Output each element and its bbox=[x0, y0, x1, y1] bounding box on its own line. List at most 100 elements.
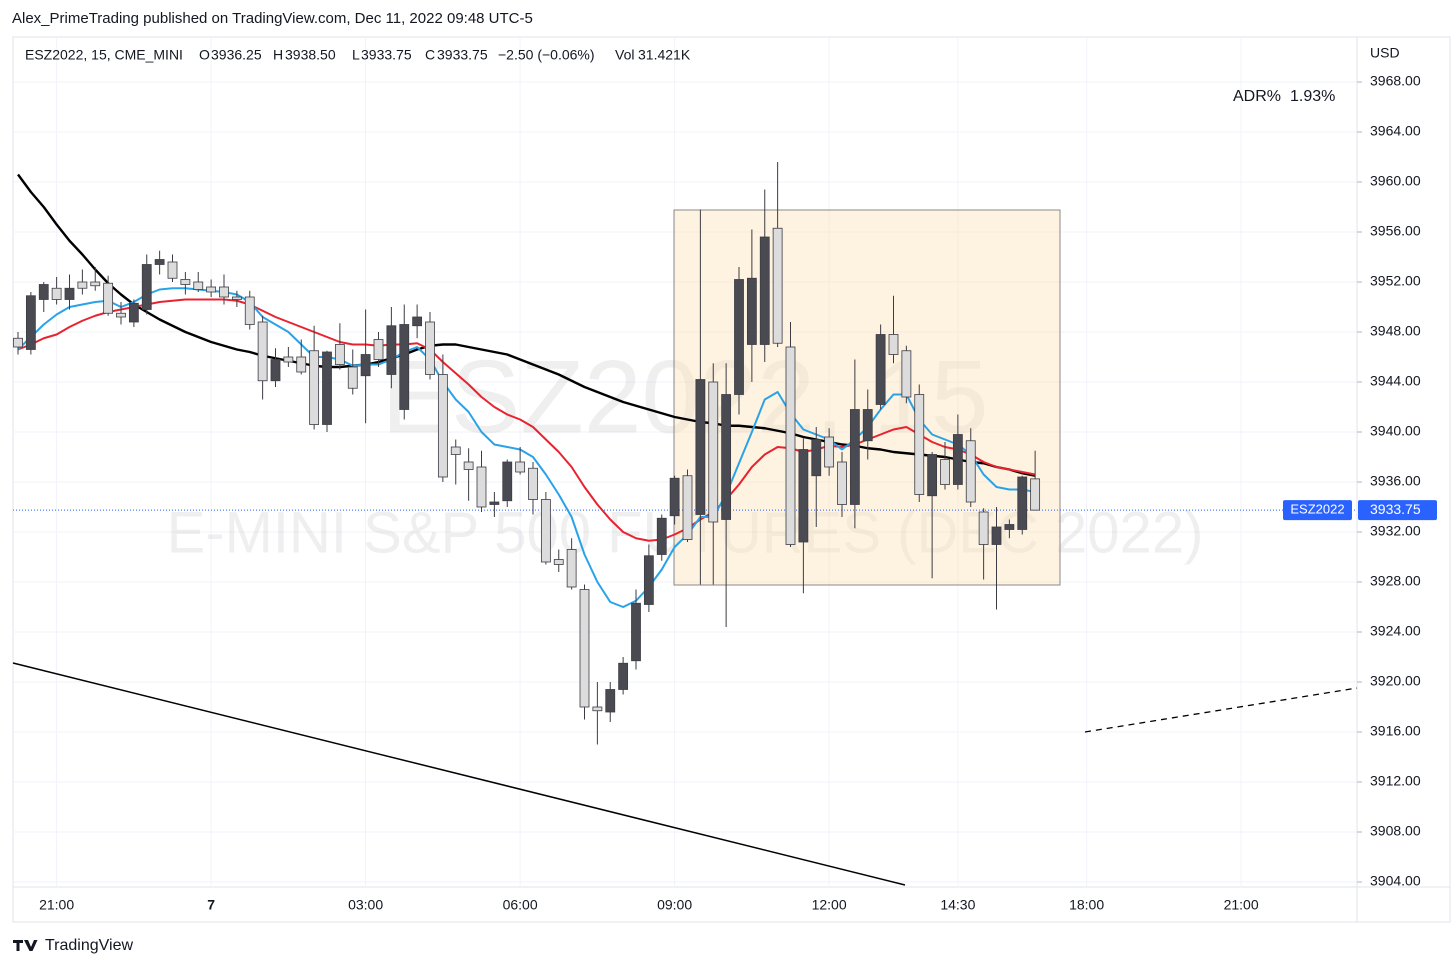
candle-body-down bbox=[51, 287, 62, 300]
legend-volume-label: Vol bbox=[615, 47, 634, 63]
candle-body-up bbox=[991, 526, 1002, 545]
x-tick-label: 14:30 bbox=[940, 897, 975, 913]
legend-open: 3936.25 bbox=[211, 47, 262, 63]
candle-body-down bbox=[476, 466, 487, 508]
candle-body-up bbox=[927, 454, 938, 497]
candle-body-down bbox=[708, 381, 719, 523]
price-tag-label: 3933.75 bbox=[1370, 501, 1421, 517]
y-tick-label: 3948.00 bbox=[1370, 323, 1421, 339]
candle-body-up bbox=[360, 354, 371, 377]
indicator-value: 1.93% bbox=[1290, 88, 1335, 105]
candle-body-down bbox=[772, 227, 783, 344]
candle-body-up bbox=[734, 279, 744, 395]
candle-body-down bbox=[965, 440, 976, 503]
legend-change: −2.50 (−0.06%) bbox=[498, 47, 595, 63]
candle-body-down bbox=[167, 261, 178, 279]
y-tick-label: 3908.00 bbox=[1370, 823, 1421, 839]
candle-body-up bbox=[798, 449, 809, 543]
candle-body-up bbox=[64, 287, 75, 300]
candle-body-down bbox=[463, 461, 474, 470]
candle-body-up bbox=[412, 316, 423, 327]
candle-body-down bbox=[373, 339, 384, 360]
chart-frame bbox=[12, 36, 1451, 923]
candle-body-up bbox=[862, 409, 873, 442]
candle-body-up bbox=[721, 394, 732, 520]
candle-body-down bbox=[425, 321, 435, 375]
legend-low-label: L bbox=[352, 47, 360, 63]
candle-body-down bbox=[257, 321, 268, 382]
range-box bbox=[673, 209, 1061, 586]
candle-body-down bbox=[116, 312, 126, 318]
x-tick-label: 09:00 bbox=[657, 897, 692, 913]
legend-close: 3933.75 bbox=[437, 47, 488, 63]
brand-name: TradingView bbox=[45, 937, 133, 954]
legend-high-label: H bbox=[273, 47, 283, 63]
candle-body-down bbox=[437, 374, 448, 478]
x-tick-label: 12:00 bbox=[812, 897, 847, 913]
moving-average-line bbox=[17, 173, 1036, 477]
candle-body-down bbox=[334, 344, 345, 365]
legend-symbol: ESZ2022, 15, CME_MINI bbox=[25, 47, 183, 63]
candle-body-up bbox=[1017, 476, 1028, 530]
candle-body-down bbox=[180, 279, 191, 285]
publish-header: Alex_PrimeTrading published on TradingVi… bbox=[12, 10, 533, 27]
candle-body-down bbox=[528, 467, 538, 500]
candle-body-down bbox=[914, 394, 925, 495]
x-tick-label: 21:00 bbox=[1224, 897, 1259, 913]
candle-body-down bbox=[219, 286, 229, 298]
legend-high: 3938.50 bbox=[285, 47, 336, 63]
candle-body-down bbox=[540, 499, 551, 563]
candle-body-down bbox=[296, 356, 307, 373]
y-tick-label: 3956.00 bbox=[1370, 223, 1421, 239]
y-tick-label: 3928.00 bbox=[1370, 573, 1421, 589]
x-tick-label: 21:00 bbox=[39, 897, 74, 913]
y-tick-label: 3936.00 bbox=[1370, 473, 1421, 489]
candle-body-down bbox=[888, 334, 899, 355]
candle-body-up bbox=[746, 277, 757, 345]
candle-body-down bbox=[13, 337, 23, 348]
candle-body-up bbox=[322, 351, 332, 425]
candle-body-down bbox=[90, 281, 101, 287]
candle-body-down bbox=[103, 282, 114, 314]
indicator-label: ADR% bbox=[1233, 88, 1281, 105]
candle-body-down bbox=[450, 446, 461, 455]
candle-body-down bbox=[283, 356, 294, 363]
candle-body-up bbox=[605, 689, 616, 713]
candle-body-down bbox=[515, 461, 526, 473]
candle-body-down bbox=[244, 296, 255, 325]
legend-open-label: O bbox=[199, 47, 210, 63]
candle-body-up bbox=[154, 259, 165, 265]
candle-body-down bbox=[77, 281, 88, 289]
candle-body-down bbox=[824, 436, 835, 468]
candle-body-down bbox=[682, 475, 693, 540]
y-tick-label: 3960.00 bbox=[1370, 173, 1421, 189]
candle-body-up bbox=[849, 409, 860, 505]
y-tick-label: 3952.00 bbox=[1370, 273, 1421, 289]
candle-body-down bbox=[592, 706, 603, 712]
candle-body-down bbox=[231, 296, 242, 300]
y-tick-label: 3924.00 bbox=[1370, 623, 1421, 639]
candle-body-up bbox=[489, 501, 500, 505]
candle-body-down bbox=[309, 350, 320, 425]
x-tick-label: 03:00 bbox=[348, 897, 383, 913]
candle-body-down bbox=[978, 511, 989, 545]
x-tick-label: 7 bbox=[207, 897, 215, 913]
candle-body-up bbox=[656, 517, 667, 555]
candle-body-up bbox=[631, 602, 641, 662]
y-tick-label: 3932.00 bbox=[1370, 523, 1421, 539]
candle-body-up bbox=[399, 324, 410, 410]
candle-body-up bbox=[1004, 524, 1015, 530]
symbol-tag-label: ESZ2022 bbox=[1290, 502, 1344, 517]
candle-body-down bbox=[347, 366, 358, 389]
x-tick-label: 06:00 bbox=[503, 897, 538, 913]
y-tick-label: 3964.00 bbox=[1370, 123, 1421, 139]
y-tick-label: 3920.00 bbox=[1370, 673, 1421, 689]
candle-body-down bbox=[566, 549, 577, 588]
candle-body-down bbox=[940, 459, 950, 485]
candle-body-down bbox=[785, 346, 796, 545]
candle-body-down bbox=[837, 461, 847, 505]
candle-body-up bbox=[270, 359, 281, 382]
candle-body-up bbox=[643, 555, 654, 605]
logo-icon bbox=[13, 940, 38, 951]
